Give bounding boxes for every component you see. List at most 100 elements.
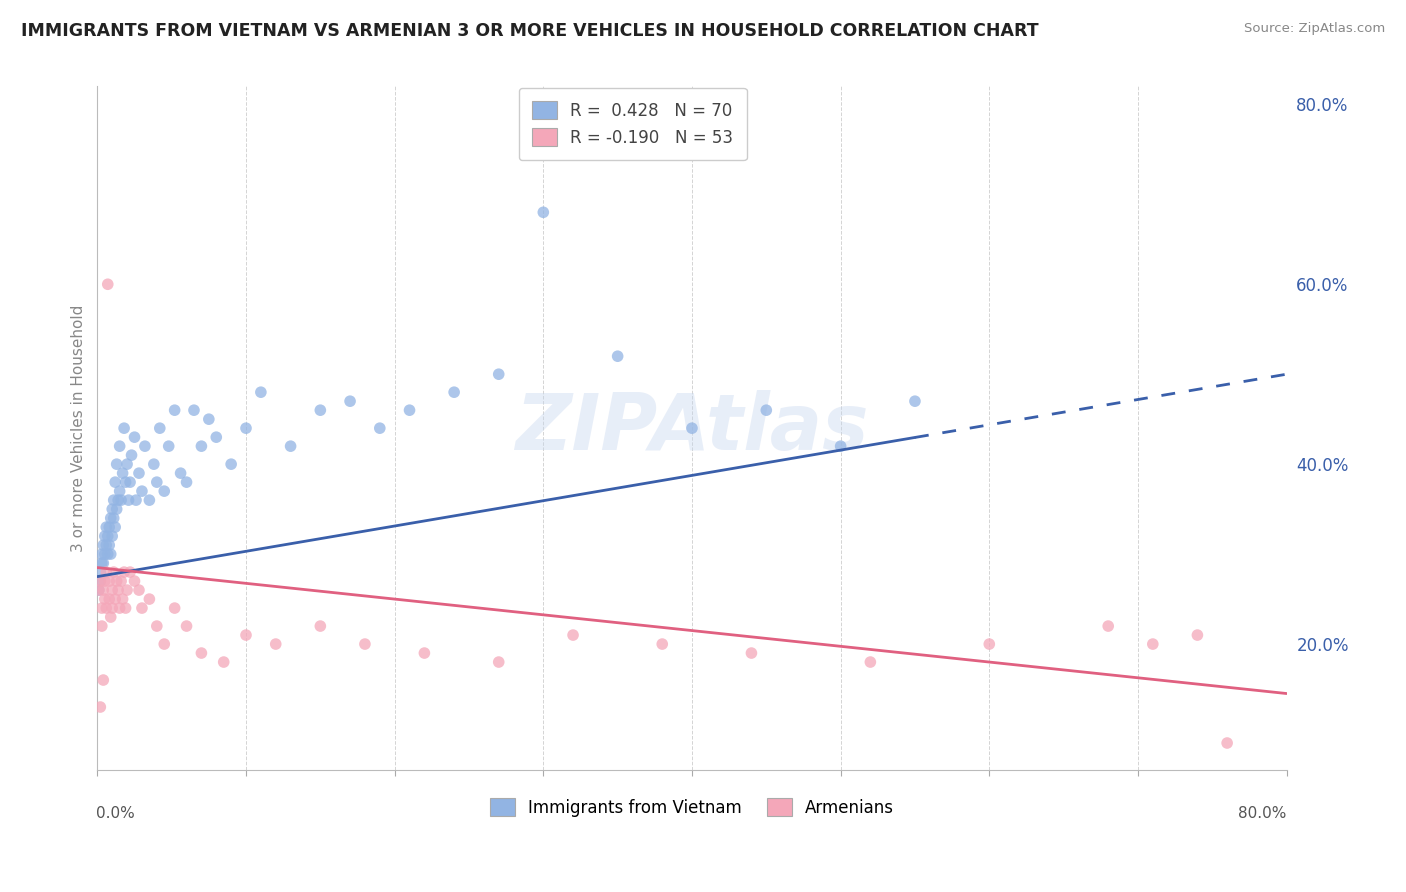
- Point: [91, 556, 114, 570]
- Point: [120, 565, 142, 579]
- Text: 0.0%: 0.0%: [96, 806, 135, 821]
- Point: [131, 484, 153, 499]
- Point: [103, 565, 125, 579]
- Point: [97, 547, 120, 561]
- Y-axis label: 3 or more Vehicles in Household: 3 or more Vehicles in Household: [72, 304, 86, 552]
- Text: Source: ZipAtlas.com: Source: ZipAtlas.com: [1244, 22, 1385, 36]
- Point: [128, 583, 150, 598]
- Point: [250, 385, 273, 400]
- Point: [235, 421, 257, 435]
- Point: [904, 394, 927, 409]
- Point: [97, 529, 120, 543]
- Point: [339, 394, 361, 409]
- Point: [117, 493, 139, 508]
- Point: [87, 583, 110, 598]
- Point: [219, 457, 242, 471]
- Point: [443, 385, 465, 400]
- Point: [111, 466, 134, 480]
- Legend: Immigrants from Vietnam, Armenians: Immigrants from Vietnam, Armenians: [484, 791, 901, 823]
- Point: [94, 574, 117, 588]
- Point: [153, 637, 176, 651]
- Text: IMMIGRANTS FROM VIETNAM VS ARMENIAN 3 OR MORE VEHICLES IN HOUSEHOLD CORRELATION : IMMIGRANTS FROM VIETNAM VS ARMENIAN 3 OR…: [21, 22, 1039, 40]
- Point: [176, 619, 198, 633]
- Point: [368, 421, 391, 435]
- Point: [105, 457, 128, 471]
- Point: [96, 565, 118, 579]
- Point: [108, 601, 131, 615]
- Point: [264, 637, 287, 651]
- Point: [128, 466, 150, 480]
- Point: [87, 583, 110, 598]
- Point: [104, 520, 127, 534]
- Point: [183, 403, 205, 417]
- Point: [979, 637, 1001, 651]
- Point: [606, 349, 628, 363]
- Text: 80.0%: 80.0%: [1239, 806, 1286, 821]
- Point: [105, 574, 128, 588]
- Point: [309, 619, 332, 633]
- Point: [111, 592, 134, 607]
- Point: [755, 403, 778, 417]
- Point: [96, 520, 118, 534]
- Point: [112, 565, 135, 579]
- Point: [98, 592, 121, 607]
- Point: [90, 601, 112, 615]
- Point: [138, 592, 160, 607]
- Point: [488, 368, 510, 382]
- Point: [90, 547, 112, 561]
- Point: [198, 412, 221, 426]
- Point: [91, 673, 114, 687]
- Point: [98, 538, 121, 552]
- Point: [124, 574, 146, 588]
- Point: [101, 502, 124, 516]
- Point: [121, 448, 143, 462]
- Point: [115, 583, 138, 598]
- Point: [169, 466, 191, 480]
- Point: [651, 637, 673, 651]
- Point: [124, 430, 146, 444]
- Point: [101, 583, 124, 598]
- Point: [149, 421, 172, 435]
- Point: [488, 655, 510, 669]
- Point: [90, 556, 112, 570]
- Point: [1097, 619, 1119, 633]
- Point: [413, 646, 436, 660]
- Point: [100, 511, 122, 525]
- Point: [90, 619, 112, 633]
- Point: [142, 457, 165, 471]
- Point: [114, 601, 136, 615]
- Point: [97, 277, 120, 292]
- Point: [96, 538, 118, 552]
- Point: [134, 439, 156, 453]
- Point: [89, 700, 111, 714]
- Point: [681, 421, 703, 435]
- Point: [94, 529, 117, 543]
- Point: [235, 628, 257, 642]
- Point: [101, 529, 124, 543]
- Point: [98, 520, 121, 534]
- Point: [104, 475, 127, 490]
- Point: [101, 601, 124, 615]
- Point: [205, 430, 228, 444]
- Point: [138, 493, 160, 508]
- Point: [740, 646, 762, 660]
- Point: [89, 574, 111, 588]
- Point: [146, 619, 169, 633]
- Text: ZIPAtlas: ZIPAtlas: [515, 390, 869, 467]
- Point: [1142, 637, 1164, 651]
- Point: [91, 538, 114, 552]
- Point: [212, 655, 235, 669]
- Point: [176, 475, 198, 490]
- Point: [153, 484, 176, 499]
- Point: [89, 574, 111, 588]
- Point: [398, 403, 420, 417]
- Point: [120, 475, 142, 490]
- Point: [112, 421, 135, 435]
- Point: [105, 502, 128, 516]
- Point: [163, 403, 186, 417]
- Point: [1216, 736, 1239, 750]
- Point: [107, 493, 129, 508]
- Point: [94, 547, 117, 561]
- Point: [98, 574, 121, 588]
- Point: [309, 403, 332, 417]
